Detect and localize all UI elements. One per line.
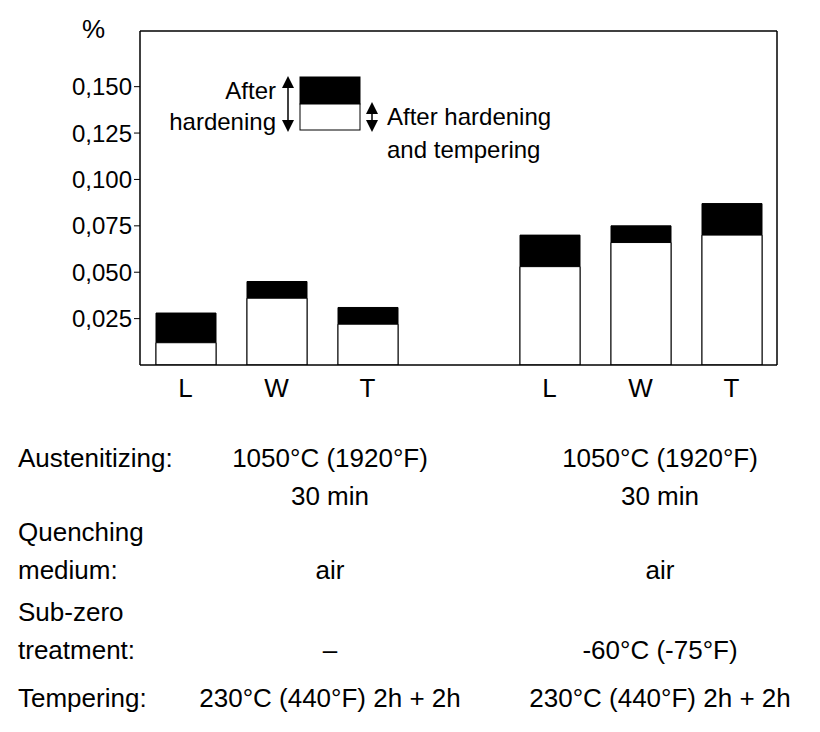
svg-text:0,100: 0,100 — [72, 166, 132, 193]
svg-text:0,150: 0,150 — [72, 73, 132, 100]
html-text:30 min: 30 min — [621, 481, 699, 511]
svg-text:W: W — [264, 373, 289, 403]
svg-text:After: After — [225, 77, 276, 104]
svg-text:After hardening: After hardening — [387, 103, 551, 130]
html-text:medium:: medium: — [18, 555, 118, 585]
html-text:Tempering:: Tempering: — [18, 683, 147, 713]
html-text:230°C (440°F) 2h + 2h: 230°C (440°F) 2h + 2h — [199, 683, 461, 713]
svg-text:0,050: 0,050 — [72, 259, 132, 286]
html-text:1050°C (1920°F): 1050°C (1920°F) — [562, 443, 758, 473]
html-text:30 min: 30 min — [291, 481, 369, 511]
svg-text:L: L — [542, 373, 556, 403]
svg-text:W: W — [628, 373, 653, 403]
html-text:air: air — [315, 555, 345, 585]
html-text:treatment:: treatment: — [18, 635, 136, 665]
svg-text:T: T — [724, 373, 740, 403]
html-text:-60°C (-75°F): -60°C (-75°F) — [582, 635, 738, 665]
html-text:air: air — [645, 555, 675, 585]
svg-text:0,025: 0,025 — [72, 305, 132, 332]
svg-text:0,125: 0,125 — [72, 120, 132, 147]
svg-text:and tempering: and tempering — [387, 136, 540, 163]
html-text:230°C (440°F) 2h + 2h: 230°C (440°F) 2h + 2h — [529, 683, 791, 713]
svg-text:L: L — [178, 373, 192, 403]
svg-text:0,075: 0,075 — [72, 212, 132, 239]
html-text:Quenching: Quenching — [18, 517, 144, 547]
html-text:1050°C (1920°F): 1050°C (1920°F) — [232, 443, 428, 473]
svg-text:hardening: hardening — [169, 108, 276, 135]
svg-text:T: T — [360, 373, 376, 403]
html-text:Austenitizing:: Austenitizing: — [18, 443, 173, 473]
html-text:Sub-zero: Sub-zero — [18, 597, 124, 627]
